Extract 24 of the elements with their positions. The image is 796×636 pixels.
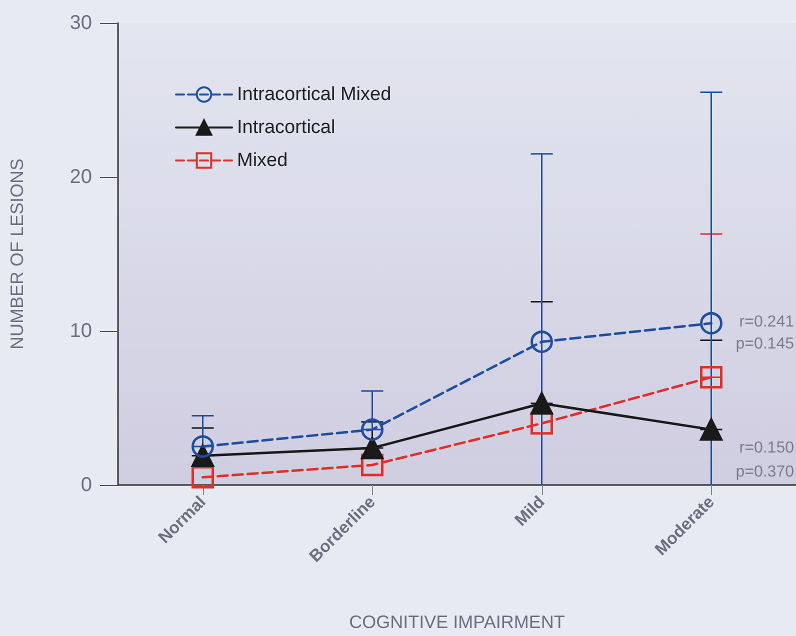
point [361,454,384,476]
point [530,412,553,435]
annotation: p=0.145 [736,336,794,352]
point [530,392,553,415]
legend-label: Intracortical [237,117,336,138]
y-tick-label: 10 [70,320,92,342]
point [361,418,384,441]
point [700,418,722,441]
annotation: r=0.150 [739,440,794,456]
legend-label: Intracortical Mixed [237,84,392,105]
y-axis-title: NUMBER OF LESIONS [7,158,27,350]
y-tick-label: 30 [70,12,92,34]
legend-label: Mixed [237,150,288,171]
point [192,435,214,458]
point [192,466,214,489]
y-tick-label: 20 [70,166,92,188]
annotation: r=0.241 [739,314,794,330]
y-tick-label: 0 [80,474,92,496]
x-axis-title: COGNITIVE IMPAIRMENT [349,612,565,632]
point [700,366,722,388]
point [700,312,722,335]
annotation: p=0.370 [736,464,794,480]
point [361,436,384,460]
point [530,330,553,354]
